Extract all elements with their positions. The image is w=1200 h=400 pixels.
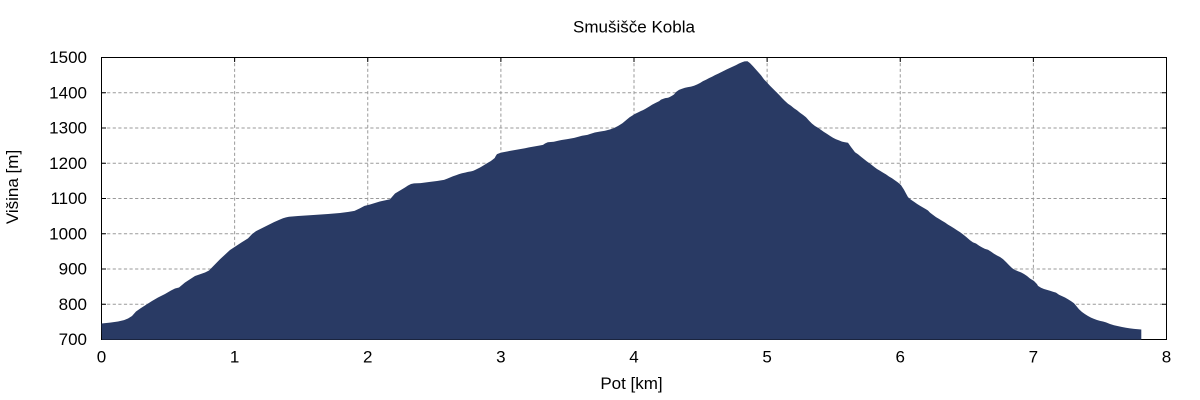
svg-text:0: 0	[97, 348, 106, 367]
svg-text:1400: 1400	[49, 83, 87, 102]
svg-text:1500: 1500	[49, 48, 87, 67]
svg-text:Smušišče Kobla: Smušišče Kobla	[573, 18, 695, 37]
svg-text:1300: 1300	[49, 119, 87, 138]
svg-text:3: 3	[496, 348, 505, 367]
svg-text:6: 6	[896, 348, 905, 367]
svg-text:1000: 1000	[49, 224, 87, 243]
svg-text:8: 8	[1162, 348, 1171, 367]
svg-text:4: 4	[629, 348, 638, 367]
svg-text:5: 5	[762, 348, 771, 367]
svg-text:2: 2	[363, 348, 372, 367]
svg-text:1: 1	[230, 348, 239, 367]
svg-text:800: 800	[59, 295, 87, 314]
svg-text:Višina [m]: Višina [m]	[3, 150, 22, 224]
svg-text:900: 900	[59, 260, 87, 279]
svg-text:700: 700	[59, 330, 87, 349]
svg-text:1200: 1200	[49, 154, 87, 173]
svg-text:7: 7	[1029, 348, 1038, 367]
svg-text:Pot [km]: Pot [km]	[600, 374, 662, 393]
svg-text:1100: 1100	[50, 189, 87, 208]
